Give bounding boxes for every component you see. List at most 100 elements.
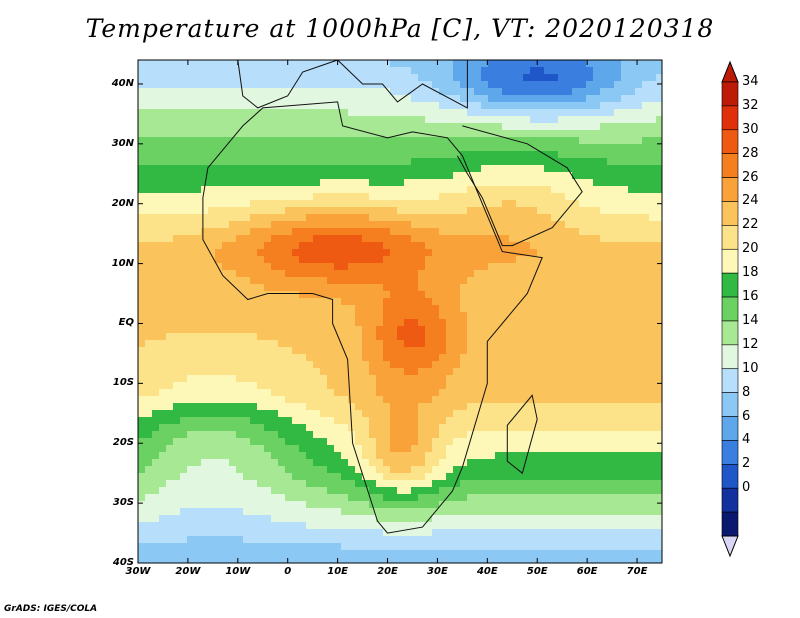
field-cell xyxy=(509,263,516,270)
field-cell xyxy=(432,235,439,242)
field-cell xyxy=(397,298,404,305)
field-cell xyxy=(145,60,152,67)
field-cell xyxy=(418,431,425,438)
field-cell xyxy=(502,263,509,270)
field-cell xyxy=(201,74,208,81)
field-cell xyxy=(544,249,551,256)
field-cell xyxy=(411,235,418,242)
field-cell xyxy=(614,123,621,130)
field-cell xyxy=(229,249,236,256)
field-cell xyxy=(642,396,649,403)
field-cell xyxy=(530,326,537,333)
field-cell xyxy=(187,410,194,417)
field-cell xyxy=(628,102,635,109)
field-cell xyxy=(411,207,418,214)
field-cell xyxy=(348,130,355,137)
field-cell xyxy=(523,74,530,81)
field-cell xyxy=(355,298,362,305)
field-cell xyxy=(243,312,250,319)
field-cell xyxy=(404,522,411,529)
field-cell xyxy=(593,207,600,214)
field-cell xyxy=(208,508,215,515)
field-cell xyxy=(145,459,152,466)
field-cell xyxy=(166,354,173,361)
field-cell xyxy=(439,242,446,249)
field-cell xyxy=(502,123,509,130)
field-cell xyxy=(208,452,215,459)
field-cell xyxy=(222,67,229,74)
field-cell xyxy=(152,137,159,144)
field-cell xyxy=(313,193,320,200)
field-cell xyxy=(579,340,586,347)
field-cell xyxy=(250,389,257,396)
field-cell xyxy=(425,298,432,305)
field-cell xyxy=(425,102,432,109)
field-cell xyxy=(474,235,481,242)
field-cell xyxy=(551,515,558,522)
field-cell xyxy=(537,480,544,487)
field-cell xyxy=(404,431,411,438)
field-cell xyxy=(418,249,425,256)
field-cell xyxy=(425,312,432,319)
field-cell xyxy=(481,263,488,270)
field-cell xyxy=(264,67,271,74)
field-cell xyxy=(222,109,229,116)
field-cell xyxy=(229,123,236,130)
field-cell xyxy=(481,480,488,487)
field-cell xyxy=(222,403,229,410)
field-cell xyxy=(516,256,523,263)
field-cell xyxy=(383,291,390,298)
field-cell xyxy=(264,305,271,312)
field-cell xyxy=(271,67,278,74)
field-cell xyxy=(173,144,180,151)
field-cell xyxy=(320,333,327,340)
field-cell xyxy=(285,270,292,277)
field-cell xyxy=(348,116,355,123)
field-cell xyxy=(628,242,635,249)
field-cell xyxy=(425,340,432,347)
field-cell xyxy=(614,179,621,186)
field-cell xyxy=(544,256,551,263)
field-cell xyxy=(278,361,285,368)
field-cell xyxy=(243,459,250,466)
field-cell xyxy=(551,109,558,116)
field-cell xyxy=(383,95,390,102)
field-cell xyxy=(313,508,320,515)
field-cell xyxy=(537,144,544,151)
field-cell xyxy=(509,298,516,305)
field-cell xyxy=(460,438,467,445)
field-cell xyxy=(236,333,243,340)
field-cell xyxy=(257,151,264,158)
field-cell xyxy=(502,235,509,242)
field-cell xyxy=(243,284,250,291)
field-cell xyxy=(509,67,516,74)
field-cell xyxy=(558,298,565,305)
field-cell xyxy=(530,277,537,284)
field-cell xyxy=(341,81,348,88)
field-cell xyxy=(572,235,579,242)
field-cell xyxy=(432,221,439,228)
field-cell xyxy=(579,312,586,319)
field-cell xyxy=(215,291,222,298)
field-cell xyxy=(586,284,593,291)
field-cell xyxy=(250,508,257,515)
field-cell xyxy=(460,74,467,81)
field-cell xyxy=(635,501,642,508)
field-cell xyxy=(327,284,334,291)
field-cell xyxy=(411,130,418,137)
field-cell xyxy=(572,305,579,312)
field-cell xyxy=(376,347,383,354)
field-cell xyxy=(243,424,250,431)
field-cell xyxy=(467,291,474,298)
field-cell xyxy=(222,515,229,522)
field-cell xyxy=(404,452,411,459)
field-cell xyxy=(264,291,271,298)
field-cell xyxy=(446,158,453,165)
field-cell xyxy=(614,410,621,417)
field-cell xyxy=(222,200,229,207)
field-cell xyxy=(194,396,201,403)
field-cell xyxy=(607,74,614,81)
field-cell xyxy=(649,235,656,242)
field-cell xyxy=(481,487,488,494)
field-cell xyxy=(159,368,166,375)
